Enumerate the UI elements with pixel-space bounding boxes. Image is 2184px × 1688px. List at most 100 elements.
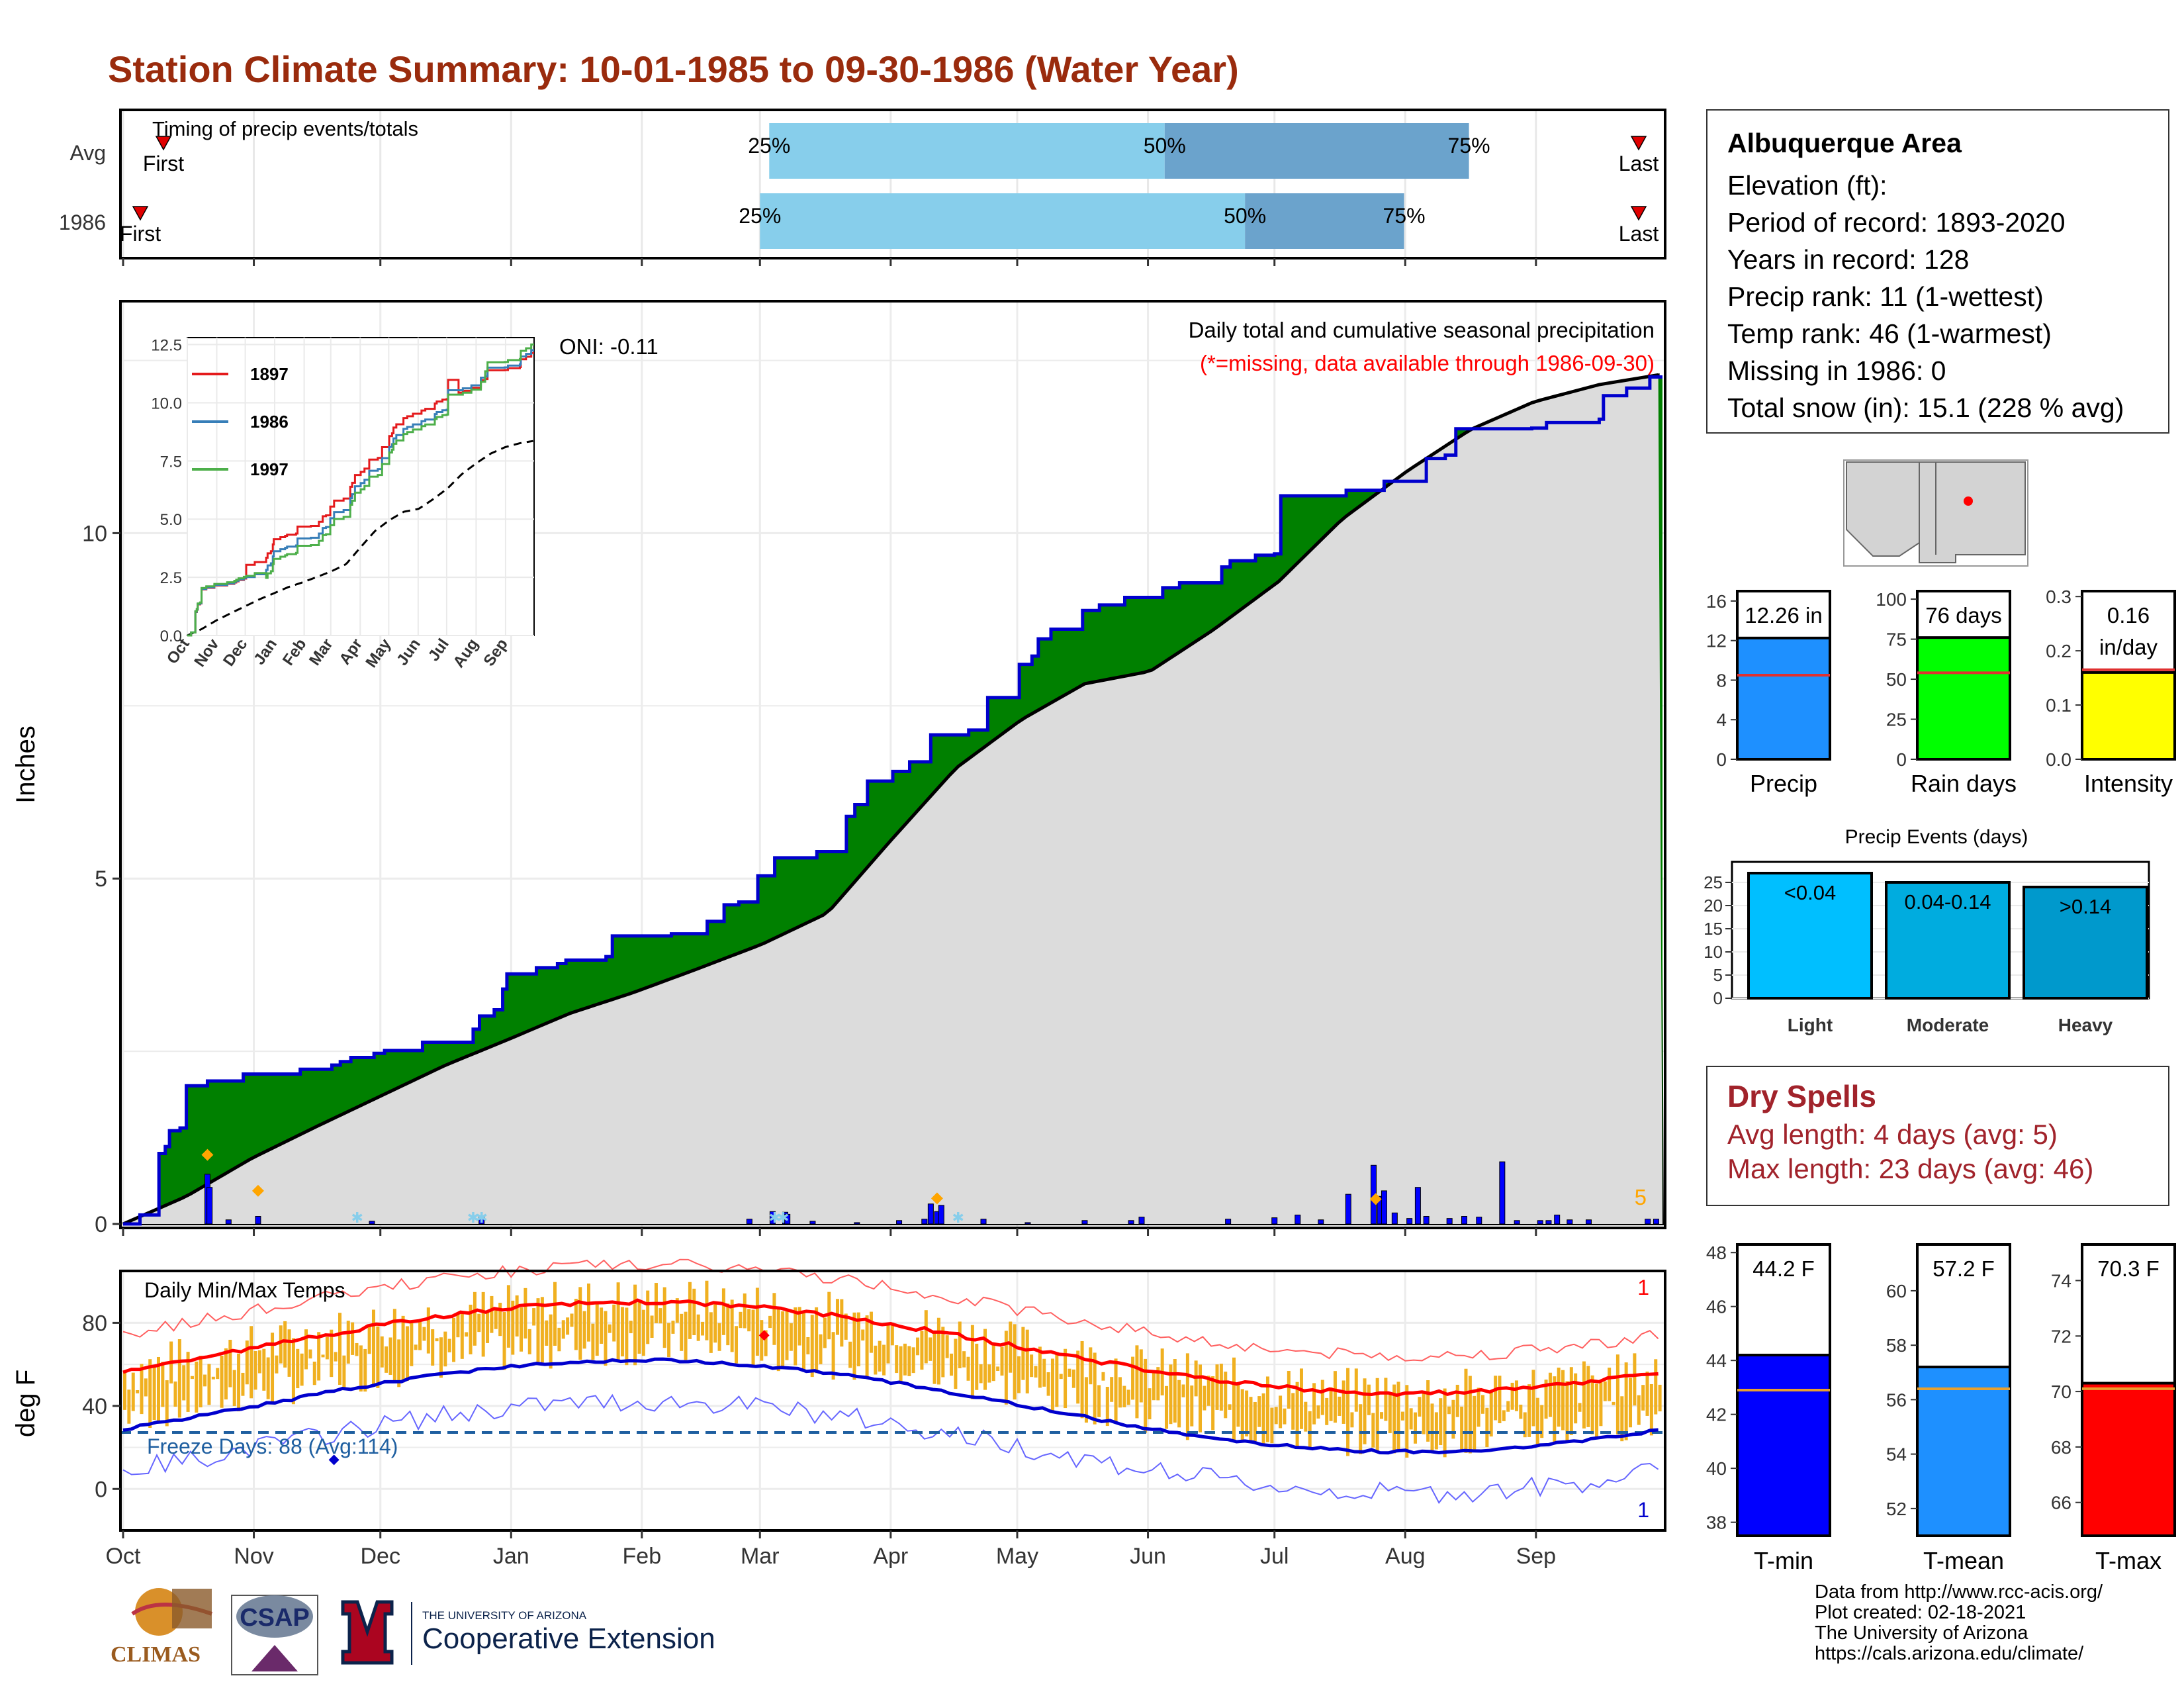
temp-daily-bar bbox=[874, 1345, 878, 1375]
temp-daily-bar bbox=[899, 1346, 903, 1383]
temp-panel: 0 40 80 Daily Min/Max Temps Freeze Days: 8… bbox=[11, 258, 1666, 1569]
daily-precip-bar bbox=[1567, 1219, 1573, 1225]
temp-daily-bar bbox=[262, 1348, 266, 1391]
daily-precip-bar bbox=[1514, 1220, 1520, 1225]
inset-line-1997 bbox=[187, 343, 534, 637]
first-label: First bbox=[143, 152, 184, 175]
cumulative-1986-line bbox=[123, 375, 1662, 1226]
temp-daily-bar bbox=[173, 1382, 177, 1407]
stat-bar-value-label: 76 days bbox=[1925, 603, 2002, 628]
temp-daily-bar bbox=[486, 1311, 490, 1343]
temp-daily-bar bbox=[755, 1288, 759, 1356]
temp-daily-bar bbox=[300, 1353, 304, 1386]
temp-daily-bar bbox=[392, 1309, 396, 1382]
temp-daily-bar bbox=[936, 1317, 940, 1385]
daily-precip-bar bbox=[1653, 1219, 1659, 1225]
temp-daily-bar bbox=[232, 1370, 236, 1407]
daily-precip-bar bbox=[206, 1187, 213, 1225]
events-category-label: Light bbox=[1788, 1015, 1833, 1035]
temp-daily-bar bbox=[1152, 1370, 1156, 1401]
temp-daily-bar bbox=[1055, 1352, 1059, 1407]
temp-daily-bar bbox=[1519, 1404, 1523, 1419]
average-line bbox=[122, 373, 1659, 1226]
temp-daily-bar bbox=[1506, 1401, 1510, 1412]
temp-daily-bar bbox=[684, 1311, 688, 1360]
temp-daily-bar bbox=[253, 1350, 257, 1390]
month-tick-label: Jun bbox=[1130, 1544, 1166, 1569]
temp-daily-bar bbox=[1257, 1396, 1261, 1427]
temp-daily-bar bbox=[675, 1298, 679, 1323]
stat-bar-y-tick-label: 38 bbox=[1706, 1513, 1727, 1533]
stat-bar-value-label: 12.26 in bbox=[1745, 603, 1822, 628]
temp-daily-bar bbox=[760, 1320, 764, 1361]
daily-precip-bar bbox=[478, 1217, 485, 1225]
temp-daily-bar bbox=[629, 1321, 633, 1334]
timing-row-label-avg: Avg bbox=[69, 141, 106, 165]
temp-daily-bar bbox=[1338, 1396, 1342, 1416]
event-diamonds bbox=[201, 1149, 1382, 1205]
temp-daily-bar bbox=[203, 1374, 207, 1387]
temp-daily-bar bbox=[1612, 1401, 1615, 1405]
logos: CLIMAS CSAP THE UNIVERSITY OF ARIZONA Co… bbox=[111, 1588, 715, 1675]
stat-bar-value-label: 44.2 F bbox=[1752, 1256, 1815, 1281]
temp-daily-bar bbox=[1156, 1367, 1160, 1401]
temp-daily-bar bbox=[688, 1282, 692, 1339]
temp-daily-bar bbox=[224, 1348, 228, 1400]
stat-bar-value-label: 57.2 F bbox=[1933, 1256, 1995, 1281]
inset-y-tick-label: 10.0 bbox=[151, 395, 182, 412]
temp-daily-bar bbox=[190, 1376, 194, 1380]
events-y-tick-label: 5 bbox=[1713, 965, 1723, 985]
temp-daily-bar bbox=[532, 1308, 536, 1326]
temp-daily-bar bbox=[595, 1303, 599, 1356]
temp-daily-bar bbox=[287, 1329, 291, 1377]
temp-daily-bar bbox=[426, 1307, 430, 1354]
stat-bar-y-tick-label: 74 bbox=[2051, 1270, 2071, 1291]
temp-daily-bar bbox=[743, 1293, 747, 1329]
stat-bar-y-tick-label: 54 bbox=[1886, 1444, 1907, 1465]
stat-bar-fill bbox=[1736, 636, 1831, 761]
event-diamond-icon bbox=[1369, 1193, 1382, 1205]
csap-logo: CSAP bbox=[231, 1595, 318, 1675]
daily-precip-bar bbox=[1318, 1219, 1324, 1225]
temp-daily-bar bbox=[182, 1365, 186, 1401]
events-bar-label: 0.04-0.14 bbox=[1905, 890, 1991, 914]
timing-p50-label: 50% bbox=[1224, 204, 1266, 228]
temp-daily-bar bbox=[140, 1364, 144, 1415]
climas-sun-icon bbox=[135, 1588, 183, 1636]
stat-bar-category-label: T-max bbox=[2095, 1547, 2161, 1574]
temp-daily-bar bbox=[924, 1310, 928, 1364]
timing-p50-label: 50% bbox=[1144, 134, 1186, 158]
stat-bar-y-tick-label: 8 bbox=[1716, 670, 1727, 690]
temp-daily-bar bbox=[983, 1329, 987, 1390]
temp-daily-bar bbox=[527, 1329, 531, 1354]
precip-y-tick-label: 10 bbox=[82, 521, 107, 546]
temp-daily-bar bbox=[1367, 1384, 1371, 1415]
temp-daily-bar bbox=[443, 1331, 447, 1367]
temp-daily-bar bbox=[1346, 1368, 1350, 1456]
daily-precip-bar bbox=[1345, 1194, 1351, 1225]
temp-daily-bar bbox=[1578, 1403, 1582, 1412]
temp-daily-bar bbox=[1122, 1385, 1126, 1407]
snow-markers: ✱ ✱✱ ✱✱ ✱ bbox=[351, 1209, 964, 1226]
timing-bar-25-50 bbox=[760, 193, 1246, 249]
temp-y-tick-label: 0 bbox=[95, 1477, 107, 1502]
temp-daily-bar bbox=[776, 1307, 780, 1372]
temp-daily-bar bbox=[713, 1301, 717, 1343]
daily-precip-bar bbox=[921, 1219, 928, 1225]
temp-daily-bar bbox=[1308, 1411, 1312, 1448]
temp-daily-bar bbox=[680, 1313, 684, 1351]
temp-daily-bar bbox=[966, 1356, 970, 1381]
temp-daily-bar bbox=[1219, 1364, 1223, 1411]
temp-daily-bar bbox=[1071, 1369, 1075, 1388]
events-bar-label: <0.04 bbox=[1784, 881, 1836, 904]
climas-logo: CLIMAS bbox=[111, 1588, 212, 1667]
temp-min-record-diamond-icon bbox=[328, 1454, 340, 1466]
events-bar-label: >0.14 bbox=[2060, 895, 2111, 918]
temp-daily-bar bbox=[878, 1340, 882, 1372]
daily-precip-bar bbox=[1645, 1219, 1651, 1225]
daily-precip-bar bbox=[809, 1221, 816, 1225]
inset-y-tick-label: 12.5 bbox=[151, 337, 182, 355]
temp-daily-bar bbox=[574, 1299, 578, 1350]
temp-daily-bar bbox=[1270, 1407, 1274, 1444]
stat-bar-value-unit: in/day bbox=[2099, 635, 2158, 659]
